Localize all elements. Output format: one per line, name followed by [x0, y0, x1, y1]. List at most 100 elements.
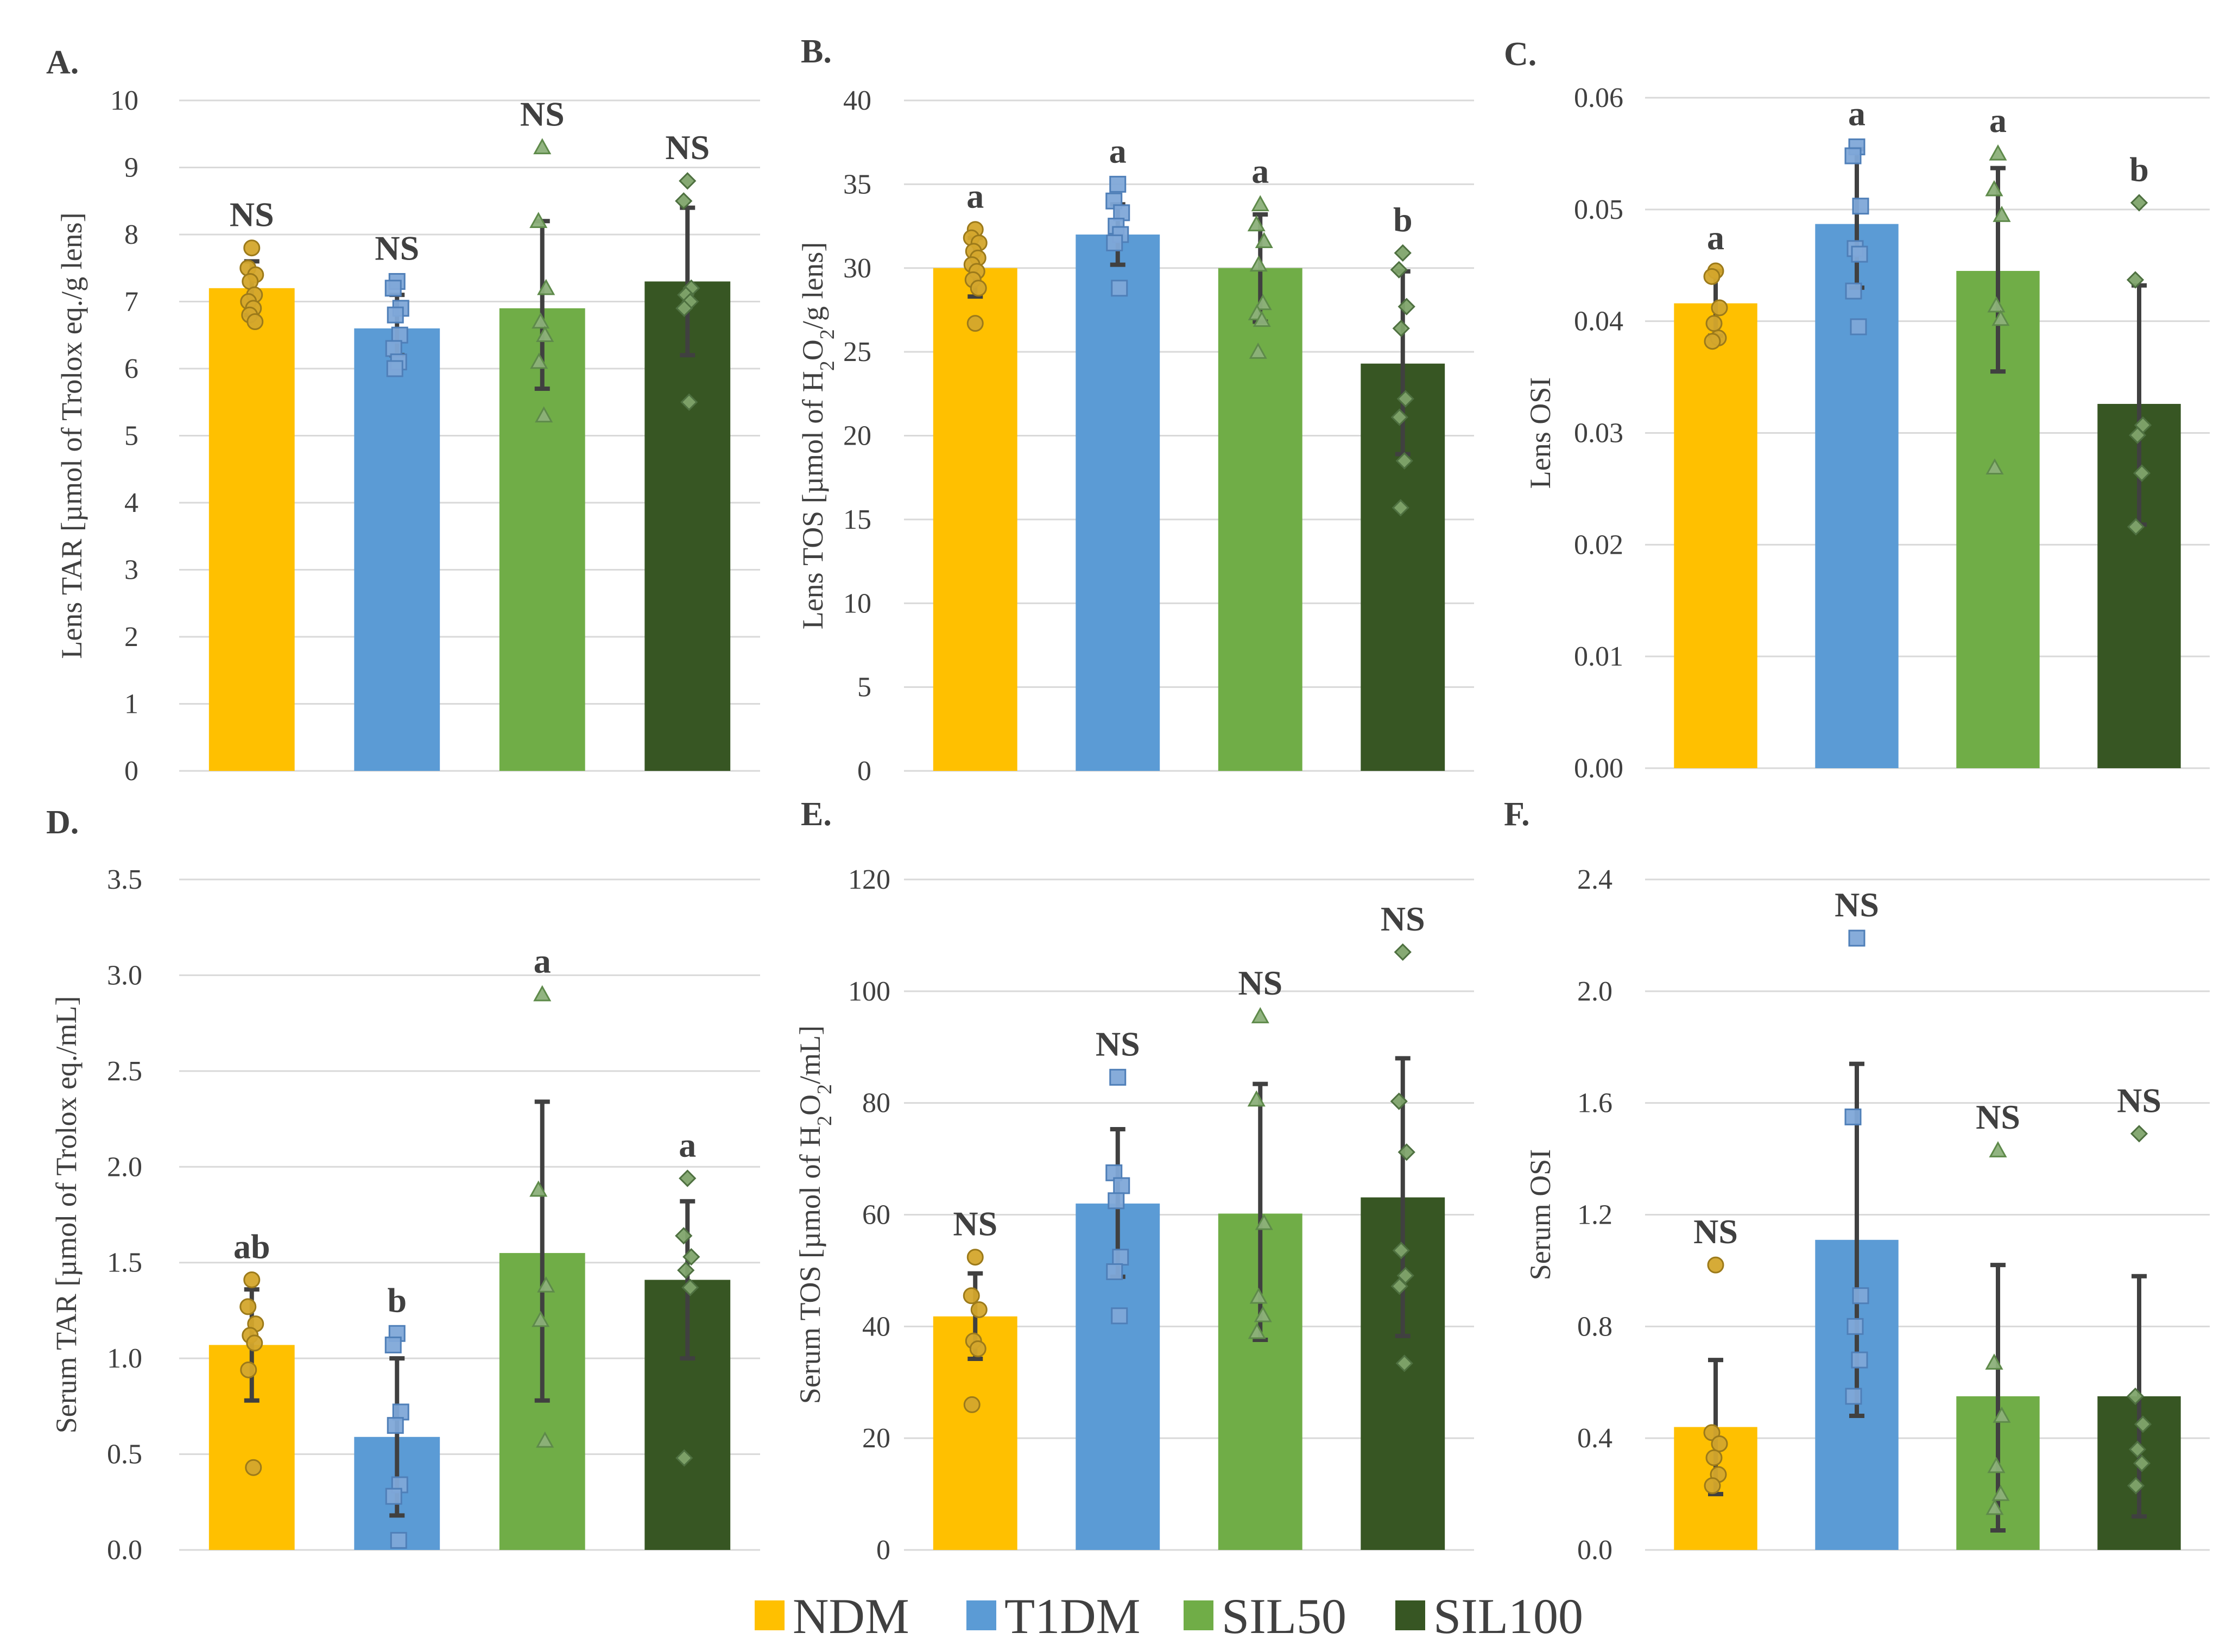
significance-label-f-sil50: NS: [1976, 1098, 2020, 1136]
data-point-a-sil100: [680, 393, 698, 411]
significance-label-a-sil100: NS: [665, 128, 710, 167]
legend: NDM T1DM SIL50 SIL100: [755, 1588, 1583, 1644]
label-part: O: [796, 339, 829, 360]
data-point-a-sil50: [532, 312, 550, 329]
significance-label-a-t1dm: NS: [375, 229, 419, 267]
data-point-d-sil100: [675, 1449, 693, 1467]
legend-swatch-sil50: [1184, 1600, 1213, 1630]
data-point-b-sil50: [1249, 343, 1267, 359]
data-point-b-sil100: [1397, 298, 1415, 315]
y-tick-label: 0.03: [1574, 418, 1623, 449]
data-point-c-sil50: [1993, 206, 2011, 222]
y-tick-label: 5: [124, 421, 138, 452]
legend-swatch-ndm: [755, 1600, 785, 1630]
significance-label-f-t1dm: NS: [1835, 885, 1879, 924]
data-point-f-sil100: [2133, 1454, 2151, 1472]
data-point-d-ndm: [245, 1459, 262, 1476]
data-point-f-sil100: [2127, 1477, 2145, 1495]
data-point-a-sil50: [529, 212, 548, 228]
data-point-f-sil100: [2130, 1125, 2148, 1143]
data-point-d-sil100: [675, 1227, 693, 1245]
data-point-e-ndm: [969, 1340, 986, 1357]
data-point-e-t1dm: [1109, 1068, 1127, 1086]
error-bar-c-sil50: [1990, 166, 2006, 374]
y-tick-label: 0: [857, 756, 871, 787]
y-axis-label: Serum TOS [µmol of H2O2/mL]: [794, 1026, 836, 1404]
data-point-c-sil100: [2128, 426, 2147, 444]
data-point-b-sil100: [1395, 452, 1413, 470]
data-point-b-sil100: [1396, 390, 1414, 408]
bar-a-sil100: [644, 281, 731, 771]
y-tick-label: 0.04: [1574, 306, 1623, 337]
data-point-f-sil100: [2134, 1415, 2152, 1433]
y-tick-label: 1.5: [107, 1248, 142, 1278]
y-tick-label: 0.06: [1574, 83, 1623, 113]
label-part: O: [794, 1094, 826, 1116]
subscript-digit: 2: [813, 1084, 836, 1094]
data-point-f-sil50: [1985, 1498, 2004, 1515]
data-point-d-t1dm: [385, 1488, 402, 1505]
data-point-f-t1dm: [1852, 1287, 1869, 1305]
panel-f: F. 0.0 0.4 0.8 1.2 1.6 2.0 2.4 Serum OSI NS NS NS NS: [1504, 796, 2210, 1566]
data-point-d-sil50: [532, 1311, 550, 1327]
data-point-a-sil100: [675, 299, 693, 317]
significance-label-e-t1dm: NS: [1096, 1024, 1140, 1063]
data-point-d-sil50: [533, 985, 552, 1002]
data-point-b-ndm: [966, 315, 984, 332]
data-point-f-ndm: [1704, 1477, 1721, 1495]
data-point-e-sil50: [1254, 1306, 1272, 1322]
data-point-e-sil100: [1390, 1092, 1408, 1110]
significance-label-c-t1dm: a: [1848, 94, 1865, 133]
data-point-e-sil100: [1396, 1267, 1414, 1284]
y-tick-label: 1.2: [1577, 1200, 1612, 1231]
data-point-a-t1dm: [387, 306, 404, 324]
data-point-c-sil50: [1991, 309, 2010, 326]
data-point-c-sil100: [2130, 194, 2148, 212]
subscript-digit: 2: [816, 360, 839, 371]
y-tick-label: 2: [124, 622, 138, 653]
y-tick-label: 20: [862, 1423, 890, 1454]
data-point-e-t1dm: [1108, 1192, 1125, 1210]
panel-a: A. 0 1 2 3 4 5 6 7 8 9 10 Lens TAR [µmol of Trolox e…: [46, 44, 760, 787]
data-point-c-t1dm: [1850, 318, 1867, 336]
data-point-f-t1dm: [1844, 1108, 1862, 1125]
y-tick-label: 0.0: [1577, 1535, 1612, 1566]
data-point-d-sil100: [677, 1261, 695, 1279]
bar-c-ndm: [1674, 303, 1757, 768]
error-bar-f-sil50: [1990, 1263, 2006, 1533]
y-axis-label: Lens OSI: [1524, 377, 1557, 489]
data-point-a-t1dm: [384, 280, 402, 297]
data-point-a-sil100: [679, 172, 697, 190]
data-point-e-sil50: [1249, 1287, 1268, 1304]
data-point-c-sil100: [2127, 518, 2145, 536]
data-point-d-sil100: [681, 1278, 699, 1296]
data-point-f-sil50: [1987, 1457, 2006, 1473]
legend-label-sil50: SIL50: [1222, 1588, 1346, 1644]
data-point-b-sil50: [1253, 311, 1271, 327]
data-point-b-sil100: [1394, 244, 1412, 262]
data-point-a-sil50: [536, 326, 554, 342]
y-tick-label: 40: [862, 1311, 890, 1342]
bar-b-t1dm: [1076, 235, 1160, 771]
y-tick-label: 30: [843, 253, 871, 284]
data-point-d-ndm: [246, 1334, 263, 1352]
significance-label-b-t1dm: a: [1109, 131, 1127, 170]
bar-a-ndm: [208, 288, 295, 771]
data-point-e-t1dm: [1112, 1249, 1129, 1266]
significance-label-d-sil100: a: [679, 1125, 696, 1164]
data-point-f-sil50: [1991, 1484, 2010, 1501]
y-tick-label: 100: [848, 976, 890, 1007]
y-tick-label: 0: [124, 756, 138, 787]
y-tick-label: 120: [848, 864, 890, 895]
label-part: /mL]: [794, 1026, 826, 1084]
data-point-c-t1dm: [1851, 245, 1868, 263]
data-point-b-t1dm: [1106, 234, 1123, 251]
data-point-c-sil50: [1989, 144, 2007, 161]
significance-label-e-sil50: NS: [1238, 964, 1282, 1002]
data-point-a-t1dm: [386, 360, 403, 377]
subscript-digit: 2: [816, 329, 839, 339]
data-point-a-sil50: [533, 138, 552, 155]
data-point-c-ndm: [1704, 333, 1721, 350]
data-point-e-sil100: [1397, 1143, 1415, 1161]
